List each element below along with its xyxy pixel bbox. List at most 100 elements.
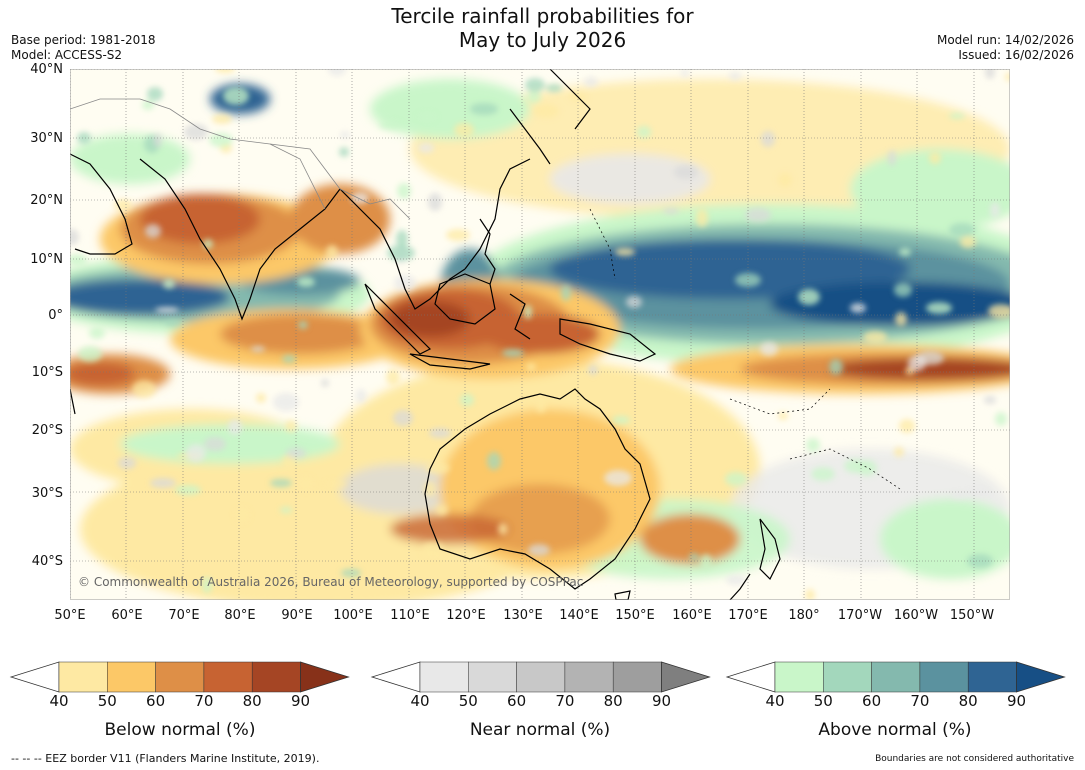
- colorbar-segment: [251, 661, 301, 693]
- texture-blob: [186, 444, 206, 462]
- colorbar-extend-high: [1016, 661, 1066, 693]
- texture-blob: [674, 165, 698, 179]
- above-normal-label: Above normal (%): [818, 720, 972, 740]
- texture-blob: [282, 454, 296, 470]
- texture-blob: [615, 248, 635, 256]
- texture-blob: [228, 419, 242, 435]
- country-borders: [70, 98, 411, 220]
- texture-blob: [89, 327, 105, 339]
- colorbar-tick-label: 50: [458, 692, 478, 710]
- texture-blob: [700, 554, 712, 570]
- texture-blob: [340, 131, 350, 139]
- colorbar-tick-label: 60: [507, 692, 527, 710]
- texture-blob: [396, 230, 408, 248]
- lon-label: 160°W: [893, 608, 939, 623]
- colorbar-extend-low: [9, 661, 60, 693]
- colorbar-extend-high: [300, 661, 350, 693]
- run-info: Model run: 14/02/2026 Issued: 16/02/2026: [937, 33, 1074, 63]
- texture-blob: [926, 302, 952, 314]
- texture-blob: [150, 478, 176, 488]
- lat-label: 10°N: [30, 252, 63, 267]
- colorbar-tick-label: 40: [765, 692, 785, 710]
- texture-blob: [339, 147, 349, 157]
- colorbar-tick-label: 50: [813, 692, 833, 710]
- texture-blob: [760, 342, 778, 356]
- colorbar-tick-label: 40: [410, 692, 430, 710]
- texture-blob: [446, 229, 470, 241]
- texture-blob: [729, 72, 741, 80]
- texture-blob: [418, 113, 436, 121]
- texture-blob: [502, 349, 524, 357]
- texture-blob: [663, 208, 679, 214]
- texture-blob: [470, 103, 498, 115]
- texture-blob: [588, 365, 598, 375]
- field-texture: [70, 69, 1010, 600]
- texture-blob: [114, 199, 132, 211]
- texture-blob: [949, 113, 965, 119]
- texture-blob: [175, 485, 201, 495]
- lon-label: 150°W: [949, 608, 995, 623]
- lon-label: 70°E: [168, 608, 200, 623]
- lon-label: 100°E: [333, 608, 373, 623]
- lon-label: 80°E: [224, 608, 256, 623]
- near-normal-label: Near normal (%): [469, 720, 611, 740]
- colorbar-extend-low: [725, 661, 776, 693]
- texture-blob: [282, 355, 296, 363]
- texture-blob: [525, 78, 545, 92]
- texture-blob: [487, 452, 501, 470]
- colorbar-tick-label: 70: [910, 692, 930, 710]
- below-normal-label: Below normal (%): [104, 720, 256, 740]
- texture-blob: [212, 114, 232, 124]
- lon-label: 180°: [788, 608, 820, 623]
- texture-blob: [454, 123, 474, 137]
- lat-label: 20°N: [30, 193, 63, 208]
- texture-blob: [251, 346, 265, 352]
- colorbar-segment: [871, 661, 921, 693]
- texture-blob: [460, 394, 474, 406]
- texture-blob: [899, 419, 915, 433]
- texture-blob: [209, 133, 233, 147]
- map-title: Tercile rainfall probabilities for May t…: [0, 4, 1085, 52]
- colorbar-segment: [468, 661, 517, 693]
- coastlines: [70, 69, 781, 600]
- title-line-1: Tercile rainfall probabilities for: [391, 4, 694, 28]
- texture-blob: [689, 553, 699, 561]
- texture-blob: [498, 523, 508, 535]
- texture-blob: [215, 69, 235, 73]
- near-normal-colorbar: [370, 661, 711, 693]
- texture-blob: [626, 296, 642, 308]
- lon-label: 50°E: [54, 608, 86, 623]
- texture-blob: [527, 91, 541, 103]
- texture-blob: [850, 303, 866, 313]
- texture-blob: [894, 447, 904, 457]
- colorbar-extend-low: [370, 661, 421, 693]
- texture-blob: [536, 397, 546, 413]
- model-name: Model: ACCESS-S2: [11, 48, 123, 62]
- texture-blob: [436, 505, 448, 515]
- lat-label: 10°S: [31, 365, 63, 380]
- colorbar-tick-label: 60: [862, 692, 882, 710]
- colorbar-tick-label: 90: [651, 692, 672, 710]
- texture-blob: [203, 239, 213, 249]
- texture-blob: [165, 320, 181, 326]
- texture-blob: [321, 379, 329, 387]
- texture-blob: [118, 457, 136, 469]
- texture-blob: [561, 285, 571, 301]
- model-info: Base period: 1981-2018 Model: ACCESS-S2: [11, 33, 156, 63]
- base-period: Base period: 1981-2018: [11, 33, 156, 47]
- colorbar-segment: [564, 661, 614, 693]
- texture-blob: [990, 202, 1000, 218]
- texture-blob: [428, 193, 442, 211]
- texture-blob: [696, 209, 708, 227]
- colorbar-extend-high: [661, 661, 711, 693]
- above-normal-colorbar: [725, 661, 1066, 693]
- model-run: Model run: 14/02/2026: [936, 33, 1074, 47]
- texture-blob: [929, 152, 941, 164]
- colorbar-tick-label: 80: [958, 692, 978, 710]
- colorbar-segment: [203, 661, 253, 693]
- colorbar-tick-label: 70: [194, 692, 214, 710]
- texture-blob: [960, 236, 976, 248]
- colorbar-tick-label: 90: [290, 692, 311, 710]
- texture-blob: [863, 331, 887, 343]
- texture-blob: [422, 542, 444, 558]
